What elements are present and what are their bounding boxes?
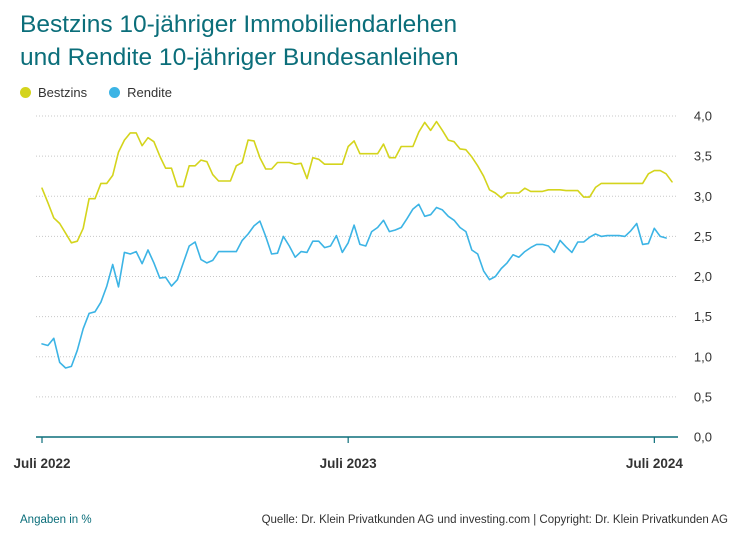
series-line-rendite [41,203,667,369]
y-tick-label: 2,5 [694,229,712,244]
y-tick-label: 3,5 [694,149,712,164]
chart-title-line1: Bestzins 10-jähriger Immobiliendarlehen [20,11,458,38]
y-tick-label: 0,5 [694,389,712,404]
units-note: Angaben in % [20,514,92,526]
legend-marker-bestzins [20,86,31,98]
y-tick-label: 4,0 [694,109,712,124]
y-tick-label: 1,0 [694,349,712,364]
chart-title-line2: und Rendite 10-jähriger Bundesanleihen [20,44,459,71]
legend: Bestzins Rendite [20,83,194,101]
y-tick-label: 3,0 [694,189,712,204]
x-tick-label: Juli 2023 [320,456,378,471]
source-credit: Quelle: Dr. Klein Privatkunden AG und in… [261,514,728,526]
legend-label-bestzins: Bestzins [38,84,88,100]
y-tick-label: 1,5 [694,309,712,324]
x-tick-label: Juli 2022 [13,456,70,471]
y-tick-label: 2,0 [694,269,712,284]
legend-item-rendite: Rendite [109,85,172,100]
legend-item-bestzins: Bestzins [20,85,87,100]
x-tick-label: Juli 2024 [626,456,684,471]
chart-title: Bestzins 10-jähriger Immobiliendarlehen … [20,8,720,74]
y-tick-label: 0,0 [694,430,712,445]
series-line-bestzins [41,120,673,244]
legend-marker-rendite [109,86,121,98]
legend-label-rendite: Rendite [127,84,172,100]
